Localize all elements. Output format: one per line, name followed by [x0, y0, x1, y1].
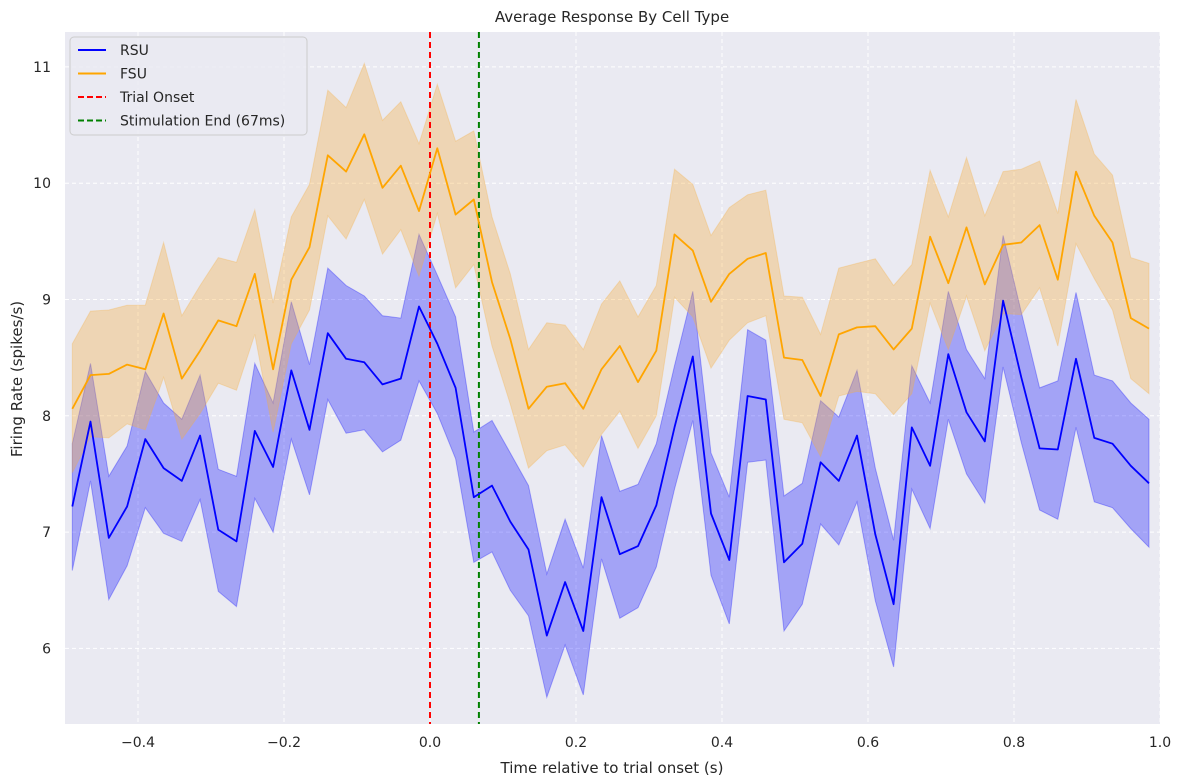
rsu-confidence-band [71, 232, 1150, 700]
legend-label: FSU [120, 67, 147, 83]
chart-title: Average Response By Cell Type [495, 8, 729, 26]
y-tick-label: 11 [33, 60, 51, 76]
y-axis-ticks: 6 7 8 9 10 11 [33, 60, 51, 658]
legend-label: Stimulation End (67ms) [120, 114, 285, 130]
y-tick-label: 7 [42, 525, 51, 541]
y-tick-label: 9 [42, 292, 51, 308]
fsu-confidence-band [71, 61, 1150, 474]
x-axis-label: Time relative to trial onset (s) [500, 759, 724, 777]
legend-label: RSU [120, 43, 149, 59]
fsu-series-line [71, 133, 1150, 410]
legend: RSU FSU Trial Onset Stimulation End (67ms) [69, 36, 308, 136]
x-tick-label: 1.0 [1149, 735, 1171, 751]
x-tick-label: 0.4 [711, 735, 733, 751]
x-tick-label: 0.2 [565, 735, 587, 751]
x-tick-label: 0.6 [857, 735, 879, 751]
plot-background [65, 32, 1160, 724]
x-axis-ticks: −0.4 −0.2 0.0 0.2 0.4 0.6 0.8 1.0 [121, 735, 1171, 751]
reference-lines [429, 32, 480, 724]
x-tick-label: 0.8 [1003, 735, 1025, 751]
series-lines [71, 133, 1150, 637]
y-axis-label: Firing Rate (spikes/s) [8, 301, 26, 457]
y-tick-label: 6 [42, 641, 51, 657]
x-tick-label: −0.2 [267, 735, 301, 751]
x-tick-label: −0.4 [121, 735, 155, 751]
confidence-bands [71, 61, 1150, 700]
y-tick-label: 10 [33, 176, 51, 192]
y-tick-label: 8 [42, 409, 51, 425]
x-tick-label: 0.0 [419, 735, 441, 751]
legend-box [69, 36, 308, 136]
rsu-series-line [71, 299, 1150, 637]
legend-label: Trial Onset [119, 90, 195, 106]
